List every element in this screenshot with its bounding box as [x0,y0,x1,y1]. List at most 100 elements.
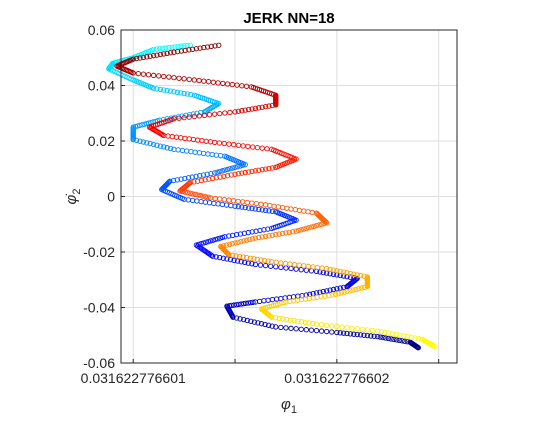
data-point [317,269,323,275]
data-point [245,260,251,266]
chart-title: JERK NN=18 [243,10,334,27]
data-point [262,262,269,269]
data-point [276,231,282,237]
y-tick-label: -0.06 [83,355,115,371]
data-point [319,265,325,271]
data-point [283,265,289,271]
data-point [259,104,265,110]
data-point [240,254,246,260]
data-point [189,174,195,180]
data-point [251,256,257,262]
x-tick-label: 0.031622776601 [81,370,186,386]
data-point [192,191,198,198]
data-point [344,330,350,337]
data-point [169,133,175,140]
data-point [165,179,172,186]
data-point [344,273,350,280]
data-point [228,172,234,178]
data-point [206,200,213,206]
data-point [210,79,216,85]
data-point [347,274,354,280]
data-point [351,271,357,277]
data-point [337,268,343,275]
data-point [242,204,248,211]
data-point [140,71,147,77]
data-point [268,263,274,269]
data-point [164,50,170,57]
data-point [318,221,325,227]
data-point [261,298,267,304]
data-point [204,44,211,50]
data-point [185,190,191,196]
data-point [347,270,354,277]
data-point [241,238,247,244]
data-point [227,109,233,116]
data-point [380,334,386,341]
data-point [245,106,252,113]
data-point [368,333,374,339]
data-point [412,335,418,341]
data-point [252,105,259,112]
data-point [137,55,143,61]
data-point [337,330,343,336]
data-point [266,233,272,239]
data-point [320,288,326,295]
data-point [262,104,269,110]
data-point [167,88,174,94]
data-point [228,202,234,209]
data-point [240,143,246,149]
data-point [329,329,335,335]
data-point [135,70,141,77]
data-point [182,135,188,141]
data-point [245,205,252,211]
data-point [354,272,360,278]
data-point [371,333,377,339]
data-point [324,220,330,226]
data-point [330,267,337,273]
data-point [249,106,255,112]
data-point [249,261,255,267]
series-2 [114,42,438,349]
data-point [354,275,360,282]
data-point [350,287,356,293]
data-point [364,284,371,290]
data-point [234,164,241,170]
data-point [222,110,228,116]
data-point [175,48,181,55]
data-point [229,81,235,88]
data-point [219,201,225,208]
data-point [161,87,167,93]
data-point [164,145,170,151]
data-point [227,166,233,172]
data-point [130,70,136,76]
data-point [287,317,294,323]
data-point [310,320,316,327]
data-point [256,206,262,213]
data-point [359,326,365,333]
data-point [178,48,185,54]
data-point [397,332,403,338]
data-point [179,147,186,154]
data-point [257,262,264,268]
data-point [382,329,388,336]
data-point [167,50,174,56]
data-point [223,202,230,208]
data-point [240,199,246,205]
data-point [256,234,262,241]
data-point [396,337,402,343]
data-point [250,144,256,150]
data-point [284,205,290,211]
data-point [278,264,284,271]
series-1 [106,42,421,351]
data-point [207,139,214,145]
data-point [298,319,305,325]
data-point [269,165,276,171]
data-point [217,235,223,241]
data-point [203,239,209,245]
data-point [224,166,231,173]
data-point [388,336,394,342]
data-point [175,147,181,153]
data-point [238,259,244,265]
data-point [269,314,275,320]
data-point [196,113,203,119]
